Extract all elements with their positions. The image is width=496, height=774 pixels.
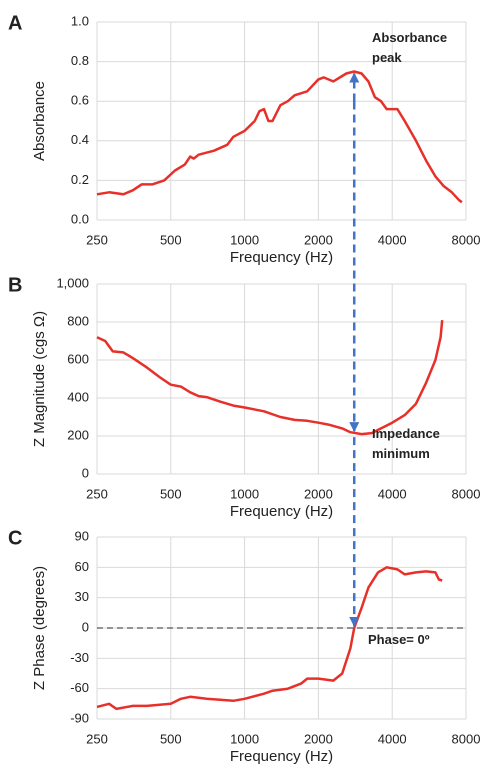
y-tick-label: 0.6 (71, 93, 89, 108)
x-tick-label: 2000 (304, 486, 333, 501)
annotation: Absorbance peak (372, 30, 448, 65)
data-line (96, 319, 444, 436)
y-tick-label: 400 (67, 389, 89, 404)
y-tick-label: 90 (75, 528, 89, 543)
x-tick-label: 250 (86, 232, 108, 247)
panel-label: C (8, 527, 22, 549)
y-tick-label: -30 (70, 650, 89, 665)
x-tick-label: 1000 (230, 232, 259, 247)
x-tick-label: 1000 (230, 731, 259, 746)
y-tick-label: 1.0 (71, 13, 89, 28)
x-tick-label: 8000 (452, 232, 481, 247)
panel-label: B (8, 274, 22, 296)
y-axis-label: Z Phase (degrees) (31, 566, 48, 690)
x-tick-label: 250 (86, 486, 108, 501)
x-tick-label: 500 (160, 731, 182, 746)
annotation: Phase= 0º (368, 632, 430, 647)
x-axis-label: Frequency (Hz) (230, 748, 333, 765)
annotation: Impedance minimum (372, 426, 440, 461)
y-tick-label: 0.8 (71, 53, 89, 68)
y-axis-label: Z Magnitude (cgs Ω) (31, 311, 48, 447)
x-tick-label: 500 (160, 486, 182, 501)
x-tick-label: 250 (86, 731, 108, 746)
y-tick-label: 0.0 (71, 211, 89, 226)
y-axis-label: Absorbance (31, 81, 48, 161)
data-line (96, 70, 463, 204)
y-tick-label: 800 (67, 313, 89, 328)
y-tick-label: 600 (67, 351, 89, 366)
y-tick-label: 0.2 (71, 172, 89, 187)
x-tick-label: 4000 (378, 731, 407, 746)
y-tick-label: 30 (75, 589, 89, 604)
x-tick-label: 8000 (452, 486, 481, 501)
x-axis-label: Frequency (Hz) (230, 503, 333, 520)
y-tick-label: 0 (82, 465, 89, 480)
x-tick-label: 4000 (378, 486, 407, 501)
y-tick-label: 0.4 (71, 132, 89, 147)
x-tick-label: 8000 (452, 731, 481, 746)
annotation-box: Impedance minimum (372, 426, 440, 461)
x-tick-label: 500 (160, 232, 182, 247)
data-line (96, 566, 443, 711)
annotation-box: Phase= 0º (368, 632, 430, 647)
y-tick-label: -90 (70, 710, 89, 725)
panel-label: A (8, 12, 22, 34)
x-tick-label: 2000 (304, 232, 333, 247)
y-tick-label: -60 (70, 680, 89, 695)
x-tick-label: 2000 (304, 731, 333, 746)
annotation-box: Absorbance peak (372, 30, 448, 65)
y-tick-label: 0 (82, 619, 89, 634)
y-tick-label: 200 (67, 427, 89, 442)
y-tick-label: 1,000 (56, 275, 89, 290)
x-axis-label: Frequency (Hz) (230, 249, 333, 266)
y-tick-label: 60 (75, 559, 89, 574)
x-tick-label: 1000 (230, 486, 259, 501)
x-tick-label: 4000 (378, 232, 407, 247)
